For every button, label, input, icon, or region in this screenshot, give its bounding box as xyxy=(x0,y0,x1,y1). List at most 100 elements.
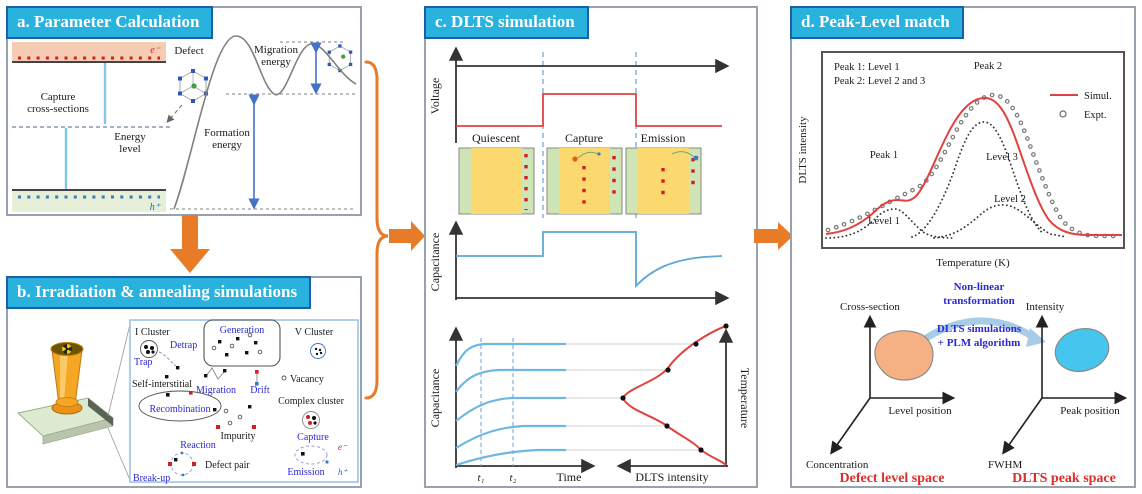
voltage-plot: Voltage xyxy=(428,46,730,143)
energy-level-label: Energy level xyxy=(114,131,146,155)
panel-c-header: c. DLTS simulation xyxy=(424,6,589,39)
panel-a-diagram: e⁻ h⁺ Capture cross-sections Energy leve… xyxy=(12,35,357,213)
phase-emission: Emission xyxy=(641,131,686,145)
defect-space-caption: Defect level space xyxy=(840,471,945,486)
device-quiescent xyxy=(458,147,535,215)
dlts-peak-space: Intensity Peak position FWHM DLTS peak s… xyxy=(988,301,1128,486)
svg-text:Impurity: Impurity xyxy=(221,431,256,442)
annotation-peak2: Peak 2: Level 2 and 3 xyxy=(834,76,925,87)
svg-text:h⁺: h⁺ xyxy=(338,467,349,477)
svg-text:Generation: Generation xyxy=(220,325,264,336)
transform-line4: + PLM algorithm xyxy=(938,337,1021,349)
peak-space-y-label: Intensity xyxy=(1026,301,1065,313)
panel-b-header: b. Irradiation & annealing simulations xyxy=(6,276,312,309)
level2-label: Level 2 xyxy=(994,194,1026,205)
t1-label: t₁ xyxy=(478,472,485,484)
svg-text:Emission: Emission xyxy=(287,467,324,478)
peak2-label: Peak 2 xyxy=(974,61,1002,72)
transform-line2: transformation xyxy=(943,295,1015,307)
v-cluster-group: V Cluster xyxy=(295,327,334,359)
phase-quiescent: Quiescent xyxy=(472,131,521,145)
voltage-axis-label: Voltage xyxy=(428,78,442,114)
panel-d-diagram: DLTS intensity Peak 1: Level 1 Peak 2: L… xyxy=(797,51,1128,486)
reaction-defect-pair-group: Reaction Defect pair xyxy=(168,440,250,477)
capacitance-axis-label-2: Capacitance xyxy=(428,369,442,428)
capacitance-axis-label: Capacitance xyxy=(428,233,442,292)
migration-energy-label: Migration energy xyxy=(254,44,298,68)
migration-group: Migration xyxy=(196,367,236,396)
dlts-ylabel: DLTS intensity xyxy=(797,116,809,184)
svg-text:Migration: Migration xyxy=(196,385,236,396)
t2-label: t₂ xyxy=(510,472,517,484)
hole-label: h⁺ xyxy=(150,202,161,213)
annotation-peak1: Peak 1: Level 1 xyxy=(834,62,900,73)
svg-text:V Cluster: V Cluster xyxy=(295,327,334,338)
defect-level-space: Cross-section Level position Concentrati… xyxy=(806,301,956,486)
defect-kinetics-box xyxy=(129,319,359,483)
panel-c-diagram: Voltage Quiescent Capture Emission xyxy=(428,46,752,484)
defect-label: Defect xyxy=(174,45,203,57)
svg-text:I Cluster: I Cluster xyxy=(135,327,170,338)
peak-space-z-label: FWHM xyxy=(988,459,1022,471)
svg-text:Migration: Migration xyxy=(254,44,298,56)
peak-space-x-label: Peak position xyxy=(1060,405,1120,417)
svg-text:Defect pair: Defect pair xyxy=(205,460,250,471)
defect-space-y-label: Cross-section xyxy=(840,301,900,313)
capture-emission-group: Capture e⁻ Emission h⁺ xyxy=(287,432,348,478)
device-emission xyxy=(625,147,702,215)
peak1-label: Peak 1 xyxy=(870,150,898,161)
svg-text:Formation: Formation xyxy=(204,127,250,139)
legend: Simul. Expt. xyxy=(1050,91,1112,121)
capture-cross-sections-label: Capture cross-sections xyxy=(27,91,89,115)
svg-text:energy: energy xyxy=(212,139,242,151)
peak-space-caption: DLTS peak space xyxy=(1012,471,1116,486)
impurity-group: Impurity xyxy=(213,405,256,442)
level3-label: Level 3 xyxy=(986,152,1018,163)
defect-space-z-label: Concentration xyxy=(806,459,869,471)
i-cluster-group: I Cluster xyxy=(135,327,180,379)
level1-label: Level 1 xyxy=(868,216,900,227)
defect-space-blob xyxy=(874,330,934,381)
panel-b-diagram: I Cluster Detrap Trap Self-interstitial … xyxy=(16,319,359,484)
self-interstitial-label: Self-interstitial xyxy=(132,379,192,390)
conduction-band: e⁻ xyxy=(12,42,166,63)
panel-parameter-calculation: a. Parameter Calculation e⁻ xyxy=(6,6,362,216)
flow-brace-ab-to-c xyxy=(364,60,425,400)
legend-expt-label: Expt. xyxy=(1084,110,1106,121)
svg-text:Capture: Capture xyxy=(41,91,76,103)
svg-text:level: level xyxy=(119,143,140,155)
dlts-intensity-axis-label: DLTS intensity xyxy=(635,470,708,484)
simul-curve xyxy=(825,96,1122,236)
defect-molecule-icon xyxy=(166,69,208,123)
recombination-group: Recombination xyxy=(138,390,222,422)
trap-label: Trap xyxy=(134,357,153,368)
dlts-spectrum-plot: DLTS intensity Peak 1: Level 1 Peak 2: L… xyxy=(797,51,1125,249)
svg-text:Reaction: Reaction xyxy=(180,440,216,451)
peak-space-ellipse xyxy=(1054,328,1110,372)
transform-line3: DLTS simulations xyxy=(937,323,1022,335)
detrap-label: Detrap xyxy=(170,340,197,351)
level-component-curves xyxy=(825,121,1068,239)
svg-text:Recombination: Recombination xyxy=(149,404,210,415)
panel-d-header: d. Peak-Level match xyxy=(790,6,964,39)
dlts-xlabel: Temperature (K) xyxy=(936,257,1010,269)
svg-text:Complex cluster: Complex cluster xyxy=(278,396,344,407)
svg-text:e⁻: e⁻ xyxy=(338,442,348,452)
time-axis-label: Time xyxy=(557,470,582,484)
svg-text:Vacancy: Vacancy xyxy=(290,374,324,385)
svg-text:Drift: Drift xyxy=(250,385,270,396)
defect-space-x-label: Level position xyxy=(888,405,952,417)
panel-dlts-simulation: c. DLTS simulation Voltage Quiescent Cap… xyxy=(424,6,758,488)
valence-band: h⁺ xyxy=(12,189,166,213)
flow-arrow-a-to-b xyxy=(170,215,210,273)
electron-label: e⁻ xyxy=(150,45,160,56)
panel-irradiation-annealing: b. Irradiation & annealing simulations xyxy=(6,276,362,488)
svg-text:energy: energy xyxy=(261,56,291,68)
phase-capture: Capture xyxy=(565,131,603,145)
complex-cluster-group: Complex cluster xyxy=(278,396,345,429)
transform-line1: Non-linear xyxy=(954,281,1005,293)
svg-text:Capture: Capture xyxy=(297,432,329,443)
generation-group: Generation xyxy=(203,319,281,367)
panel-a-header: a. Parameter Calculation xyxy=(6,6,214,39)
